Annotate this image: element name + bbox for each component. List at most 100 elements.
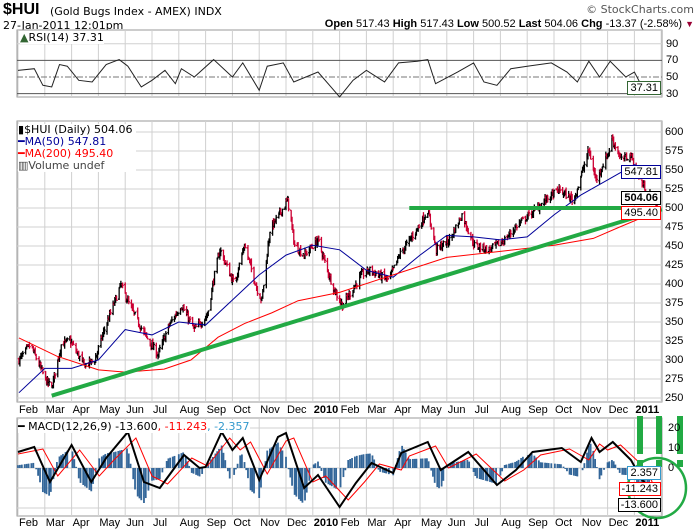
macd-histogram-bar (484, 468, 487, 481)
macd-histogram-bar (572, 468, 575, 476)
macd-histogram-bar (509, 463, 512, 468)
price-bar (66, 337, 69, 342)
price-bar (47, 378, 51, 386)
month-label-top: 2010 (313, 404, 339, 416)
legend-ma200: ━MA(200) 495.40 (18, 148, 133, 160)
month-label-bottom: Oct (555, 517, 573, 529)
macd-histogram-bar (547, 463, 550, 468)
price-bar (97, 344, 100, 355)
macd-histogram-bar (82, 468, 85, 485)
ma200-value-label: 495.40 (621, 205, 661, 220)
month-label-top: May (99, 404, 121, 416)
macd-histogram-bar (377, 468, 380, 470)
macd-histogram-bar (413, 458, 416, 468)
price-bar (299, 244, 302, 257)
macd-histogram-bar (92, 468, 94, 484)
price-bar (411, 231, 415, 241)
macd-histogram-bar (41, 468, 44, 493)
price-bar (34, 353, 38, 361)
macd-histogram-bar (161, 468, 164, 473)
macd-histogram-bar (243, 462, 246, 468)
legend-ma200-text: MA(200) 495.40 (24, 147, 114, 160)
month-label-top: Sep (528, 404, 548, 416)
price-bar (207, 310, 210, 317)
macd-histogram-bar (108, 452, 111, 468)
macd-histogram-bar (171, 456, 174, 468)
price-bar (287, 197, 290, 212)
month-label-bottom: Jul (153, 517, 168, 529)
price-bar (601, 163, 605, 168)
macd-histogram-bar (438, 468, 440, 489)
macd-histogram-bar (317, 461, 319, 468)
macd-histogram-bar (354, 456, 356, 468)
macd-histogram-bar (77, 468, 80, 479)
month-label-bottom: Mar (45, 517, 65, 529)
price-tick-label: 450 (665, 240, 684, 252)
price-bar (296, 241, 300, 254)
macd-histogram-bar (621, 468, 624, 475)
price-bar (577, 186, 580, 190)
macd-histogram-bar (110, 452, 113, 468)
price-bar (219, 247, 222, 257)
price-bar (109, 309, 112, 315)
macd-histogram-bar (155, 468, 158, 480)
macd-histogram-bar (517, 459, 520, 468)
price-bar (103, 326, 106, 335)
macd-histogram-bar (114, 451, 117, 468)
macd-histogram-bar (84, 468, 86, 487)
datetime: 27-Jan-2011 12:01pm (3, 19, 124, 32)
price-bar (138, 323, 141, 329)
macd-histogram-bar (553, 463, 556, 468)
exclamation-dot (656, 460, 662, 467)
macd-histogram-bar (335, 468, 338, 489)
macd-line-icon: ━ (18, 420, 25, 433)
month-label-top: Aug (501, 404, 521, 416)
macd-histogram-bar (381, 468, 384, 473)
price-bar (626, 159, 629, 161)
macd-histogram-bar (508, 463, 510, 468)
legend-main-text: $HUI (Daily) 504.06 (24, 123, 133, 136)
macd-histogram-bar (466, 459, 469, 468)
month-label-bottom: May (99, 517, 121, 529)
macd-histogram-bar (220, 445, 223, 468)
macd-histogram-bar (611, 460, 613, 468)
price-bar (436, 243, 439, 256)
month-label-top: Apr (72, 404, 90, 416)
month-label-top: Nov (260, 404, 280, 416)
macd-histogram-bar (594, 458, 596, 468)
price-bar (133, 311, 137, 315)
price-bar (473, 240, 476, 248)
macd-histogram-bar (533, 455, 536, 468)
macd-histogram-bar (505, 464, 508, 468)
macd-histogram-bar (312, 464, 315, 468)
month-label-bottom: Nov (260, 517, 280, 529)
macd-histogram-bar (198, 468, 201, 477)
macd-histogram-bar (73, 459, 76, 468)
macd-histogram-bar (320, 468, 323, 471)
low-value: 500.52 (482, 18, 516, 30)
price-bar (152, 342, 155, 351)
price-bar (194, 324, 198, 328)
macd-histogram-bar (495, 468, 497, 484)
macd-histogram-bar (556, 463, 559, 468)
macd-histogram-bar (449, 463, 452, 468)
price-bar (509, 229, 512, 238)
macd-histogram-bar (285, 456, 287, 468)
macd-histogram-bar (158, 468, 161, 480)
price-tick-label: 250 (665, 392, 684, 404)
macd-histogram-bar (530, 454, 533, 468)
month-label-bottom: Aug (501, 517, 521, 529)
macd-histogram-bar (598, 468, 601, 480)
price-bar (558, 185, 562, 193)
macd-histogram-bar (52, 468, 55, 480)
macd-histogram-bar (527, 455, 529, 468)
month-label-top: Feb (19, 404, 38, 416)
price-bar (238, 262, 241, 270)
macd-histogram-bar (403, 449, 405, 468)
macd-histogram-bar (127, 453, 130, 468)
macd-histogram-bar (25, 463, 28, 468)
price-bar (423, 214, 427, 220)
macd-histogram-bar (228, 468, 231, 479)
month-label-bottom: Sep (528, 517, 548, 529)
